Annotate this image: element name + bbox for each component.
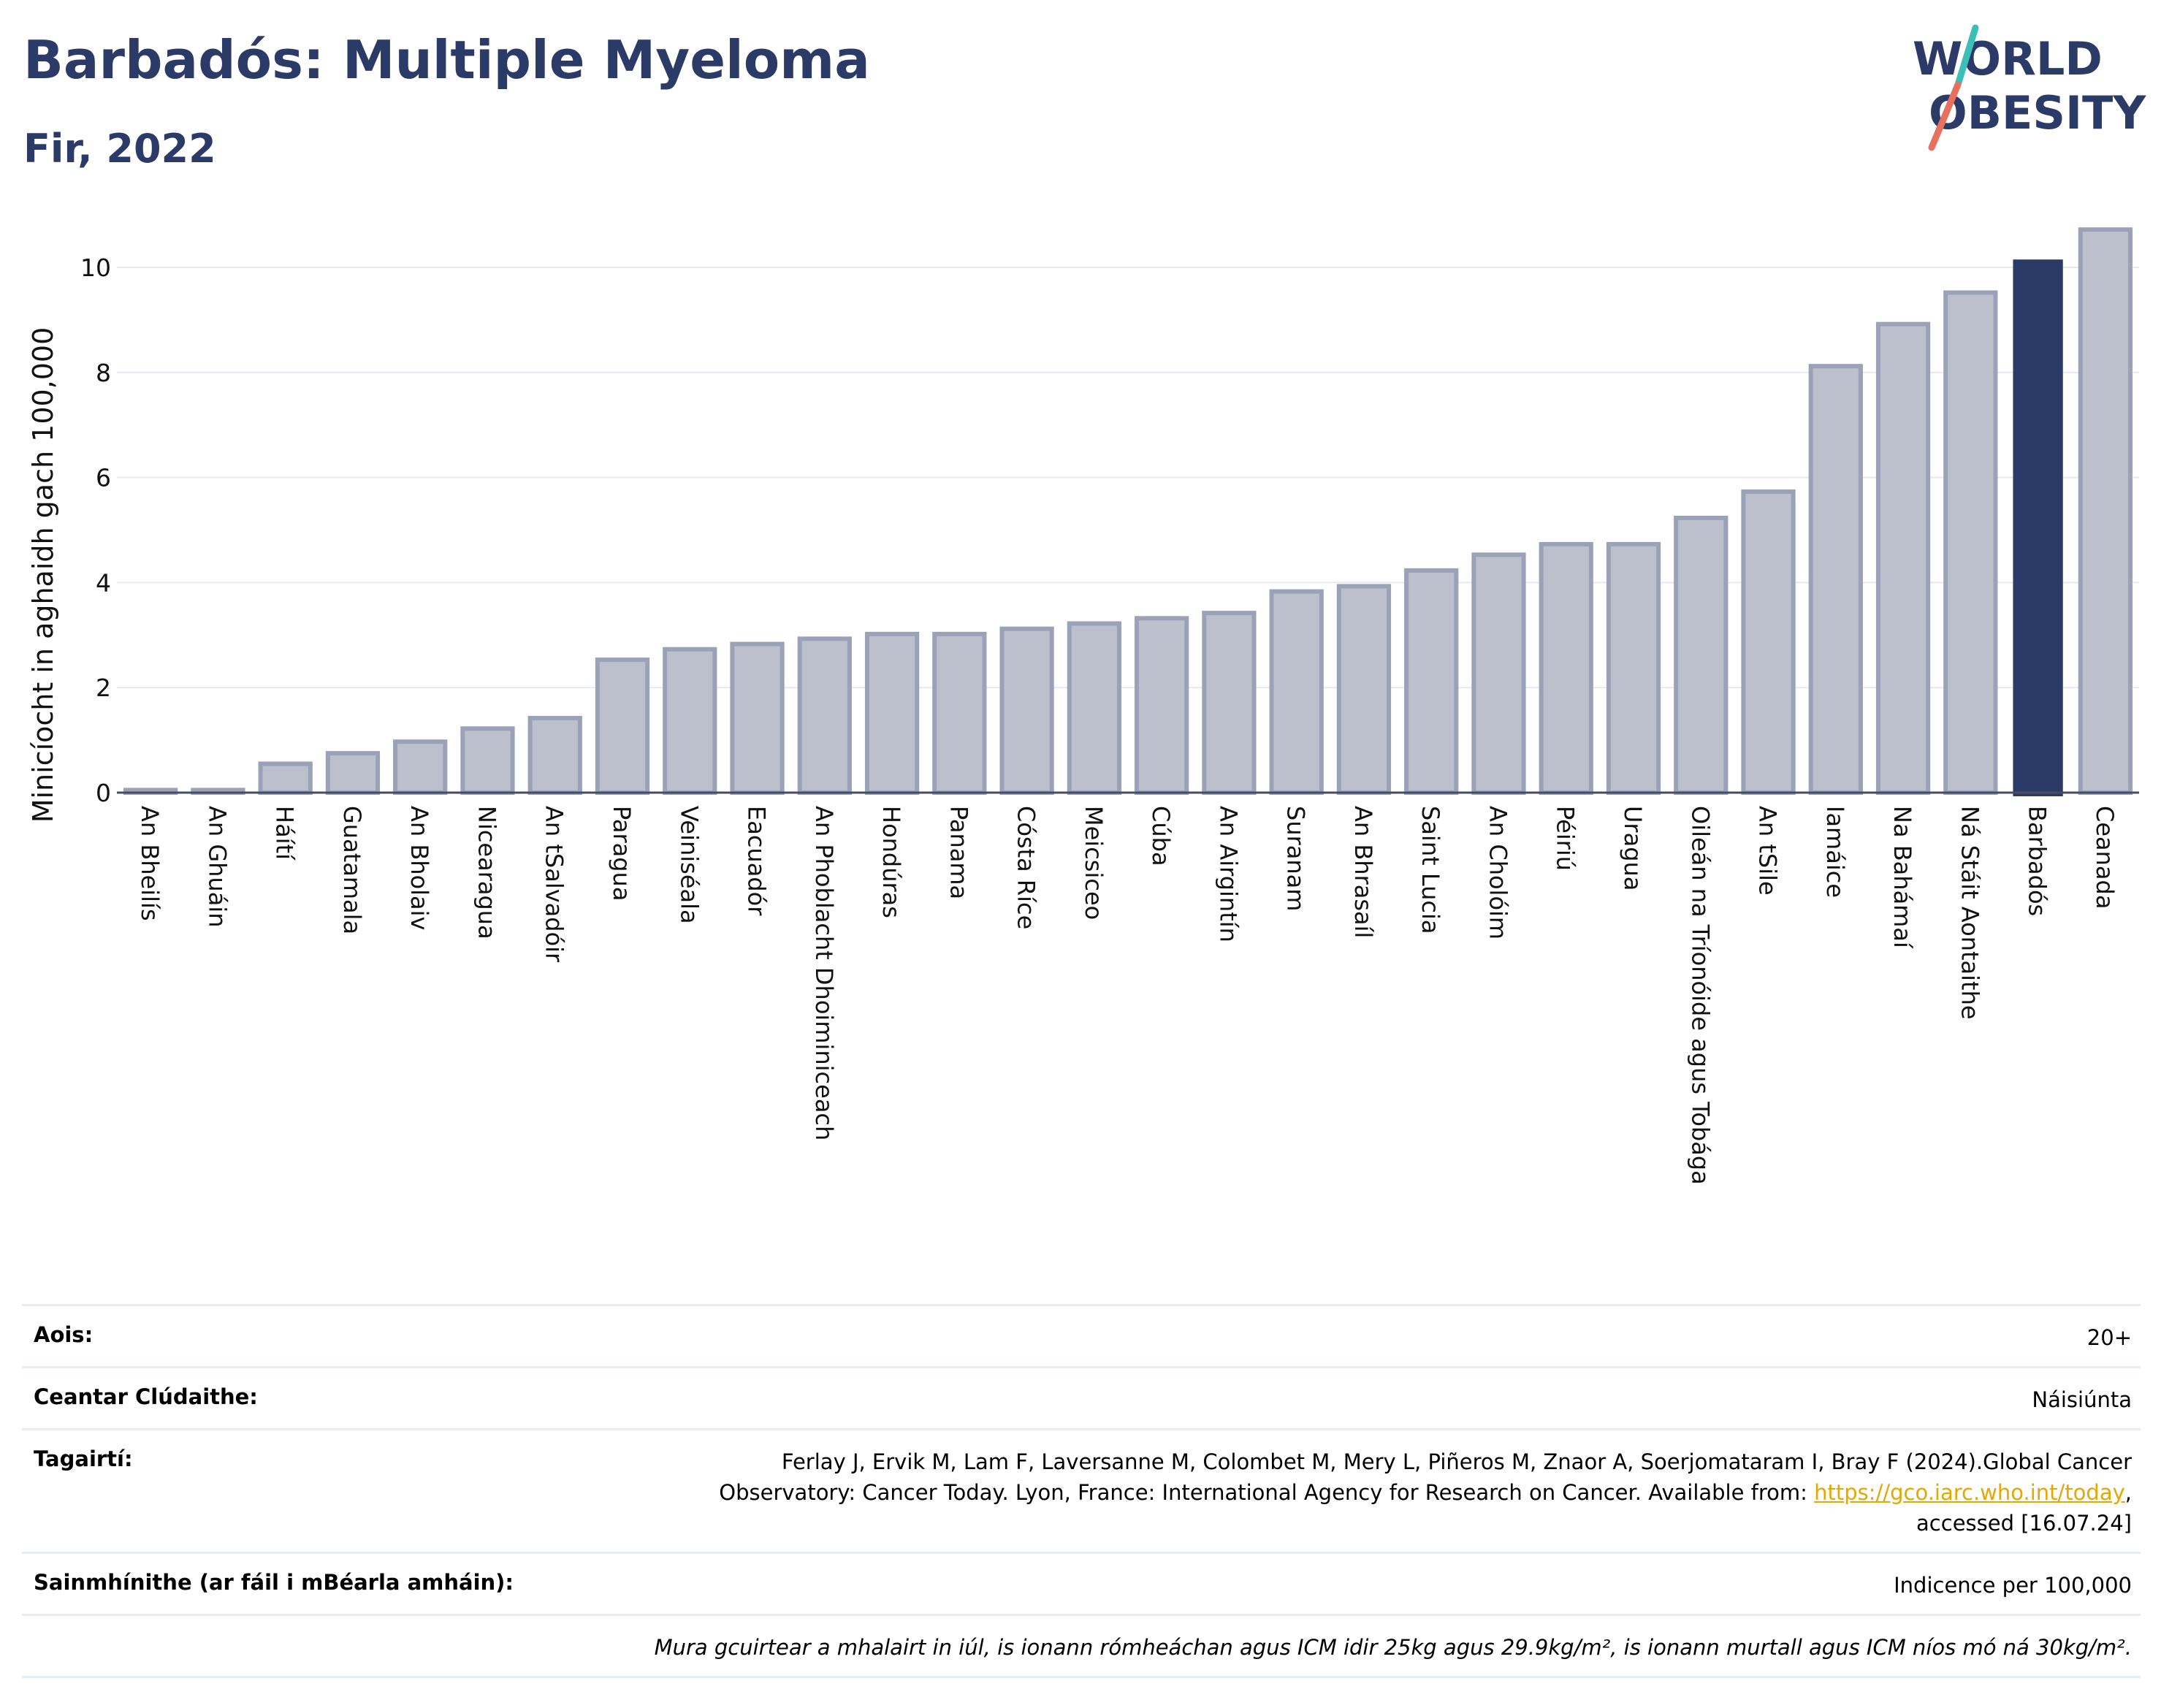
coverage-value: Náisiúnta (2032, 1387, 2132, 1413)
bar-13 (999, 626, 1054, 795)
x-category-label: Veiniséala (675, 806, 703, 924)
bmi-note: Mura gcuirtear a mhalairt in iúl, is ion… (654, 1635, 2132, 1661)
definitions-row: Sainmhínithe (ar fáil i mBéarla amháin):… (22, 1552, 2141, 1614)
bar-15 (1134, 616, 1189, 795)
bar-29 (2078, 227, 2133, 795)
x-category-label: Ná Stáit Aontaithe (1956, 806, 1983, 1020)
bar-17 (1269, 589, 1324, 795)
logo-word-world: WORLD (1913, 32, 2103, 85)
references-label: Tagairtí: (34, 1446, 133, 1472)
x-category-label: An Bhrasaíl (1349, 806, 1377, 938)
x-category-label: Saint Lucia (1417, 806, 1444, 934)
x-category-label: Suranam (1282, 806, 1310, 911)
bar-10 (797, 636, 852, 796)
x-category-label: Péiriú (1552, 806, 1579, 871)
bar-18 (1336, 584, 1392, 795)
definitions-value: Indicence per 100,000 (1894, 1573, 2132, 1598)
y-tick-labels: 0 2 4 6 8 10 (80, 253, 111, 807)
x-category-label: Hondúras (877, 806, 905, 918)
y-tick-label: 2 (96, 674, 111, 702)
x-category-label: Barbadós (2024, 806, 2051, 916)
x-category-label: An Airgintín (1214, 806, 1242, 942)
bar-25 (1808, 364, 1863, 795)
age-value: 20+ (2086, 1325, 2132, 1350)
x-category-label: Panama (945, 806, 972, 899)
y-tick-label: 0 (96, 779, 111, 807)
bar-27 (1943, 290, 1998, 795)
x-category-labels: An Bheilís An Ghuáin Háítí Guatamala An Bhol… (136, 806, 2119, 1185)
references-text-3: , (2124, 1480, 2132, 1506)
x-category-label: Paragua (608, 806, 636, 901)
bar-7 (595, 657, 650, 796)
bar-19 (1404, 568, 1459, 795)
bar-14 (1067, 621, 1122, 795)
references-text-2: Observatory: Cancer Today. Lyon, France:… (719, 1480, 1815, 1506)
note-row: Mura gcuirtear a mhalairt in iúl, is ion… (22, 1614, 2141, 1679)
x-category-label: An tSile (1754, 806, 1782, 896)
y-gridlines (117, 267, 2139, 689)
references-value: Ferlay J, Ervik M, Lam F, Laversanne M, … (719, 1446, 2132, 1539)
bar-2 (258, 761, 313, 795)
logo-word-obesity: OBESITY (1929, 86, 2146, 140)
bar-8 (663, 647, 717, 796)
x-category-label: An tSalvadóir (541, 806, 568, 963)
bar-4 (393, 739, 448, 796)
x-category-label: An Cholóim (1484, 806, 1512, 939)
x-category-label: Cúba (1147, 806, 1175, 866)
x-category-label: Uragua (1619, 806, 1647, 891)
x-category-label: Iamáice (1821, 806, 1849, 898)
x-category-label: Nicearagua (473, 806, 500, 939)
bar-12 (932, 631, 987, 795)
bar-23 (1674, 515, 1729, 795)
x-category-label: An Bholaiv (405, 806, 433, 930)
y-tick-label: 8 (96, 359, 111, 387)
y-tick-label: 10 (80, 253, 111, 282)
x-category-label: An Phoblacht Dhoiminiceach (810, 806, 838, 1140)
bar-chart: 0 2 4 6 8 10 An Bheilís An Ghuáin Háítí Guatamal… (27, 227, 2139, 1185)
x-category-label: Háítí (271, 806, 299, 861)
age-row: Aois: 20+ (22, 1304, 2141, 1366)
x-category-label: Eacuadór (743, 806, 771, 916)
bar-24 (1741, 489, 1796, 795)
bar-16 (1202, 611, 1257, 795)
bar-9 (730, 641, 785, 796)
bar-3 (325, 751, 381, 795)
definitions-label: Sainmhínithe (ar fáil i mBéarla amháin): (34, 1570, 514, 1595)
age-label: Aois: (34, 1322, 94, 1347)
y-tick-label: 4 (96, 568, 111, 597)
x-category-label: An Ghuáin (203, 806, 231, 927)
bar-21 (1539, 541, 1593, 796)
coverage-label: Ceantar Clúdaithe: (34, 1384, 258, 1410)
coverage-row: Ceantar Clúdaithe: Náisiúnta (22, 1366, 2141, 1428)
x-category-label: An Bheilís (136, 806, 164, 921)
bar-20 (1471, 552, 1526, 796)
x-category-label: Guatamala (338, 806, 366, 934)
bars (123, 227, 2133, 797)
logo-slash-teal (1954, 24, 1979, 88)
bar-26 (1875, 321, 1931, 796)
logo-slash-coral (1928, 81, 1962, 151)
bar-5 (460, 726, 515, 795)
x-category-label: Ceanada (2091, 806, 2119, 909)
x-category-label: Meicsiceo (1080, 806, 1108, 920)
bar-11 (864, 631, 920, 795)
references-text-1: Ferlay J, Ervik M, Lam F, Laversanne M, … (781, 1449, 2132, 1475)
references-text-4: accessed [16.07.24] (1916, 1511, 2132, 1536)
bar-6 (527, 715, 582, 795)
bar-22 (1606, 541, 1661, 796)
info-table: Aois: 20+ Ceantar Clúdaithe: Náisiúnta T… (22, 1304, 2141, 1679)
y-axis-label: Minicíocht in aghaidh gach 100,000 (27, 327, 59, 823)
chart-subtitle: Fir, 2022 (23, 126, 216, 172)
x-category-label: Cósta Ríce (1013, 806, 1040, 929)
x-category-label: Na Bahámaí (1889, 806, 1916, 949)
y-tick-label: 6 (96, 464, 111, 492)
x-category-label: Oileán na Tríonóide agus Tobága (1686, 806, 1714, 1185)
world-obesity-logo: WORLD OBESITY (1913, 24, 2146, 151)
chart-title: Barbadós: Multiple Myeloma (23, 29, 870, 91)
bar-28 (2013, 259, 2063, 797)
references-row: Tagairtí: Ferlay J, Ervik M, Lam F, Lave… (22, 1428, 2141, 1552)
references-link[interactable]: https://gco.iarc.who.int/today (1814, 1480, 2125, 1506)
